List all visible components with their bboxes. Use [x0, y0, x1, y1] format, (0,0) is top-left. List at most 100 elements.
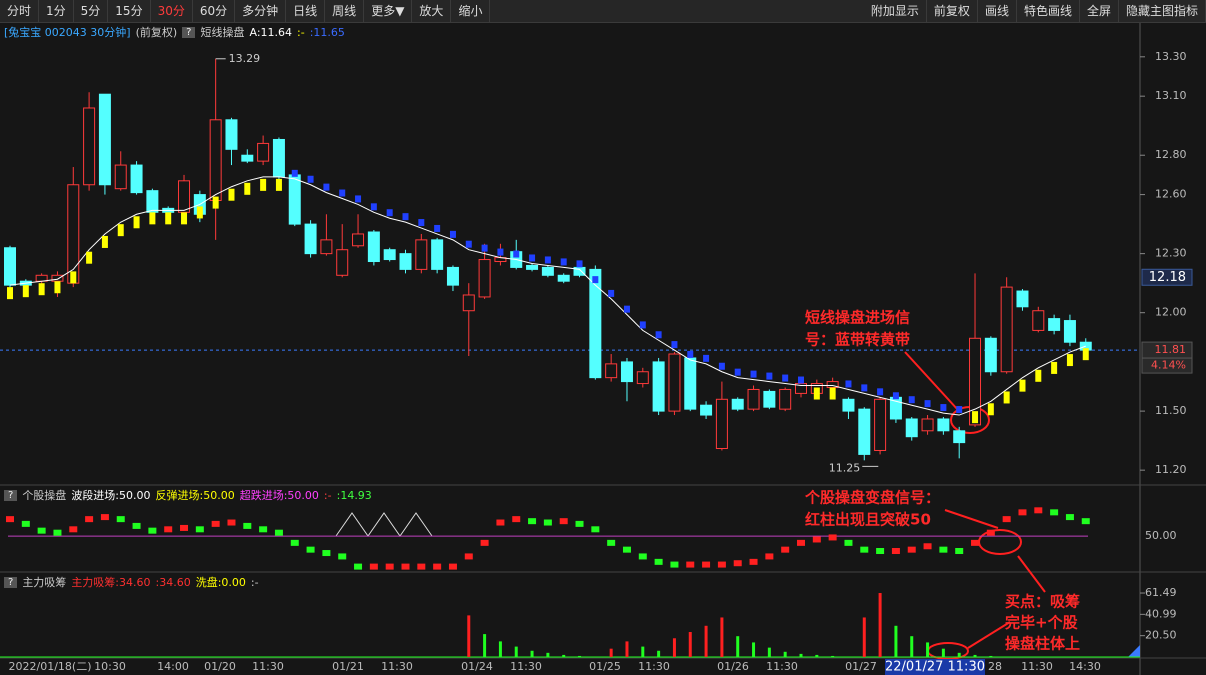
x-tick-label: 11:30: [638, 660, 670, 673]
x-tick-label: 22/01/27 11:30: [885, 660, 985, 675]
indicator-dot: [671, 341, 678, 349]
candle-body: [98, 93, 111, 186]
toolbar-button[interactable]: 60分: [193, 0, 236, 22]
osc-dot: [227, 519, 236, 526]
osc-dot: [21, 520, 30, 527]
toolbar-button[interactable]: 多分钟: [235, 0, 287, 22]
indicator-dot: [228, 188, 235, 201]
candle-body: [1032, 310, 1045, 331]
candle-body: [83, 107, 96, 186]
toolbar-button[interactable]: 日线: [286, 0, 326, 22]
indicator-dot: [323, 183, 330, 191]
osc-dot: [480, 539, 489, 546]
toolbar-button[interactable]: 放大: [412, 0, 452, 22]
toolbar-button[interactable]: 1分: [39, 0, 74, 22]
annotation: 短线操盘进场信: [805, 309, 910, 327]
x-tick-label: 01/25: [589, 660, 621, 673]
candle-body: [763, 390, 776, 408]
candle-body: [795, 383, 807, 394]
panel-title: 个股操盘: [22, 489, 67, 502]
signal-zigzag: [335, 512, 433, 537]
indicator-dot: [987, 403, 994, 416]
legend-entry: 反弹进场:50.00: [155, 489, 235, 502]
osc-dot: [6, 516, 14, 523]
osc-dot: [765, 553, 774, 560]
indicator-dot: [623, 305, 630, 313]
indicator-dot: [829, 387, 836, 400]
indicator-dot: [434, 224, 441, 232]
osc-dot: [622, 546, 631, 553]
help-icon[interactable]: ?: [182, 26, 196, 38]
indicator-dot: [275, 178, 282, 191]
osc-dot: [543, 519, 552, 526]
indicator-dot: [54, 281, 61, 294]
indicator-dot: [1019, 379, 1026, 392]
toolbar-button[interactable]: 5分: [74, 0, 109, 22]
candle-body: [446, 266, 459, 286]
annotation: 操盘柱体上: [1005, 635, 1080, 653]
y-tick-label: 12.00: [1155, 306, 1187, 319]
osc-dot: [1018, 509, 1027, 516]
osc-dot: [338, 553, 347, 560]
osc-dot: [702, 561, 711, 568]
toolbar-button[interactable]: 画线: [978, 0, 1017, 22]
toolbar-button[interactable]: 全屏: [1080, 0, 1119, 22]
osc-dot: [1034, 507, 1043, 514]
x-tick-label: 01/24: [461, 660, 493, 673]
indicator-dot: [497, 248, 504, 256]
toolbar-button[interactable]: 更多▼: [364, 0, 413, 22]
indicator-dot: [639, 321, 646, 329]
osc-dot: [132, 522, 141, 529]
indicator-dot: [972, 411, 979, 424]
osc-dot: [354, 563, 363, 570]
indicator-dot: [133, 216, 140, 229]
candle-body: [367, 231, 380, 263]
indicator-dot: [260, 178, 267, 191]
toolbar-button[interactable]: 分时: [0, 0, 40, 22]
help-icon[interactable]: ?: [4, 576, 18, 588]
x-tick-label: 28: [988, 660, 1002, 673]
candle-body: [921, 418, 934, 432]
indicator-dot: [924, 400, 931, 408]
indicator-dot: [1066, 354, 1073, 367]
toolbar-button[interactable]: 前复权: [927, 0, 978, 22]
osc-dot: [971, 539, 980, 546]
osc-dot: [575, 520, 584, 527]
candle-body: [383, 249, 396, 261]
y-tick-label: 13.30: [1155, 50, 1187, 63]
candle-body: [605, 363, 618, 379]
indicator-dot: [687, 350, 694, 358]
toolbar-button[interactable]: 15分: [108, 0, 151, 22]
x-tick-label: 11:30: [381, 660, 413, 673]
x-tick-label: 11:30: [1021, 660, 1053, 673]
toolbar-button[interactable]: 缩小: [451, 0, 491, 22]
indicator-dot: [481, 244, 488, 252]
candle-body: [557, 274, 570, 282]
x-tick-label: 10:30: [94, 660, 126, 673]
candle-body: [858, 408, 871, 455]
osc-dot: [274, 529, 283, 536]
indicator-dot: [38, 283, 45, 296]
candle-body: [747, 388, 760, 410]
toolbar-button[interactable]: 30分: [151, 0, 193, 22]
toolbar-button[interactable]: 特色画线: [1017, 0, 1080, 22]
osc-dot: [85, 516, 94, 523]
osc-dot: [306, 546, 315, 553]
candle-body: [842, 398, 855, 412]
help-icon[interactable]: ?: [4, 489, 18, 501]
legend-entry: :34.60: [155, 575, 191, 589]
indicator-dot: [418, 219, 425, 227]
osc-dot: [733, 560, 742, 567]
toolbar-button[interactable]: 附加显示: [864, 0, 927, 22]
indicator-line: [9, 176, 1086, 416]
annotation: 红柱出现且突破50: [805, 511, 931, 529]
indicator-dot: [1082, 348, 1089, 361]
x-tick-label: 2022/01/18(二): [9, 660, 92, 673]
toolbar-button[interactable]: 周线: [325, 0, 365, 22]
low-label: 11.25: [829, 461, 861, 474]
y-tick-label: 20.50: [1145, 629, 1177, 642]
change-tag: [1141, 357, 1193, 374]
toolbar-button[interactable]: 隐藏主图指标: [1119, 0, 1206, 22]
osc-dot: [448, 563, 457, 570]
